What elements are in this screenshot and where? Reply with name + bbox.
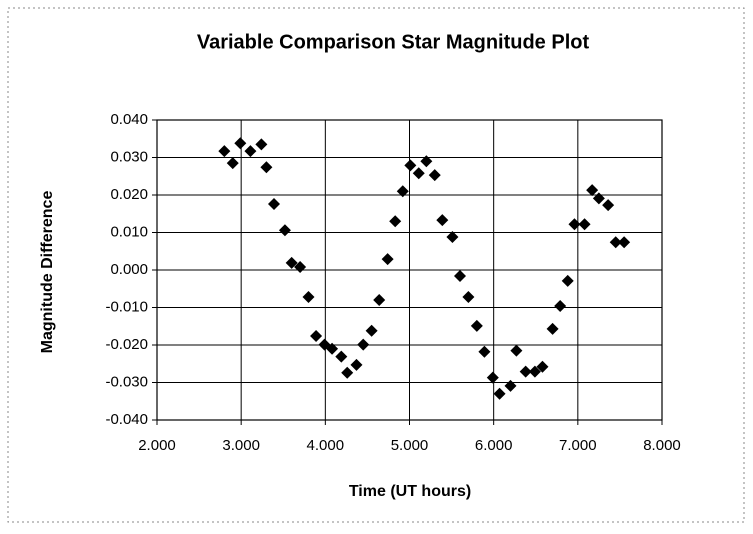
data-point <box>519 365 532 378</box>
data-point <box>335 350 348 363</box>
y-tick-label: 0.020 <box>110 186 148 203</box>
data-point <box>357 338 370 351</box>
data-point <box>326 342 339 355</box>
x-tick-label: 8.000 <box>643 437 681 454</box>
y-tick-label: 0.030 <box>110 148 148 165</box>
x-tick-label: 6.000 <box>475 437 513 454</box>
data-point <box>454 270 466 282</box>
data-point <box>493 387 506 400</box>
data-point <box>554 300 567 312</box>
data-point <box>592 192 605 205</box>
y-tick-label: -0.020 <box>105 336 148 353</box>
data-point <box>436 214 449 227</box>
x-tick-label: 3.000 <box>222 437 260 454</box>
data-point <box>404 159 417 172</box>
data-point <box>285 256 298 269</box>
y-tick-label: -0.030 <box>105 373 148 390</box>
y-tick-label: -0.010 <box>105 298 148 315</box>
data-point <box>373 294 386 306</box>
y-tick-label: 0.000 <box>110 261 148 278</box>
y-axis-title: Magnitude Difference <box>39 191 56 354</box>
plot-border <box>156 119 663 421</box>
data-point <box>310 330 323 342</box>
data-point <box>462 291 475 303</box>
data-point <box>396 185 409 198</box>
data-point <box>428 169 441 182</box>
data-point <box>510 344 523 357</box>
data-point <box>365 324 378 337</box>
data-point <box>609 236 622 249</box>
data-point <box>244 145 257 158</box>
data-point <box>546 322 559 335</box>
x-tick-label: 7.000 <box>559 437 597 454</box>
data-point <box>568 218 581 231</box>
data-point <box>561 274 574 287</box>
y-tick-label: 0.040 <box>110 111 148 128</box>
data-point <box>578 218 591 231</box>
data-point <box>420 155 433 168</box>
data-point <box>234 137 247 150</box>
data-point <box>381 253 394 266</box>
x-tick-label: 5.000 <box>391 437 429 454</box>
data-point <box>536 360 549 373</box>
data-point <box>294 261 307 273</box>
data-point <box>267 198 280 210</box>
data-point <box>226 157 239 170</box>
data-point <box>389 215 402 228</box>
data-point <box>602 199 615 212</box>
data-point <box>218 145 231 158</box>
data-point <box>586 184 599 197</box>
data-point <box>350 358 363 371</box>
data-point <box>478 345 491 358</box>
y-tick-label: 0.010 <box>110 223 148 240</box>
chart-title: Variable Comparison Star Magnitude Plot <box>197 31 590 53</box>
y-tick-label: -0.040 <box>105 411 148 428</box>
data-point <box>470 319 483 332</box>
data-point <box>486 371 499 384</box>
data-point <box>504 379 517 392</box>
data-point <box>302 291 315 303</box>
data-point <box>412 167 425 180</box>
data-point <box>260 161 273 174</box>
data-point <box>341 366 354 379</box>
data-point <box>528 365 541 378</box>
data-point <box>278 224 291 237</box>
x-tick-label: 2.000 <box>138 437 176 454</box>
data-point <box>255 138 268 151</box>
data-point <box>618 236 631 249</box>
x-tick-label: 4.000 <box>307 437 345 454</box>
data-point <box>446 231 459 243</box>
x-axis-title: Time (UT hours) <box>349 483 471 500</box>
